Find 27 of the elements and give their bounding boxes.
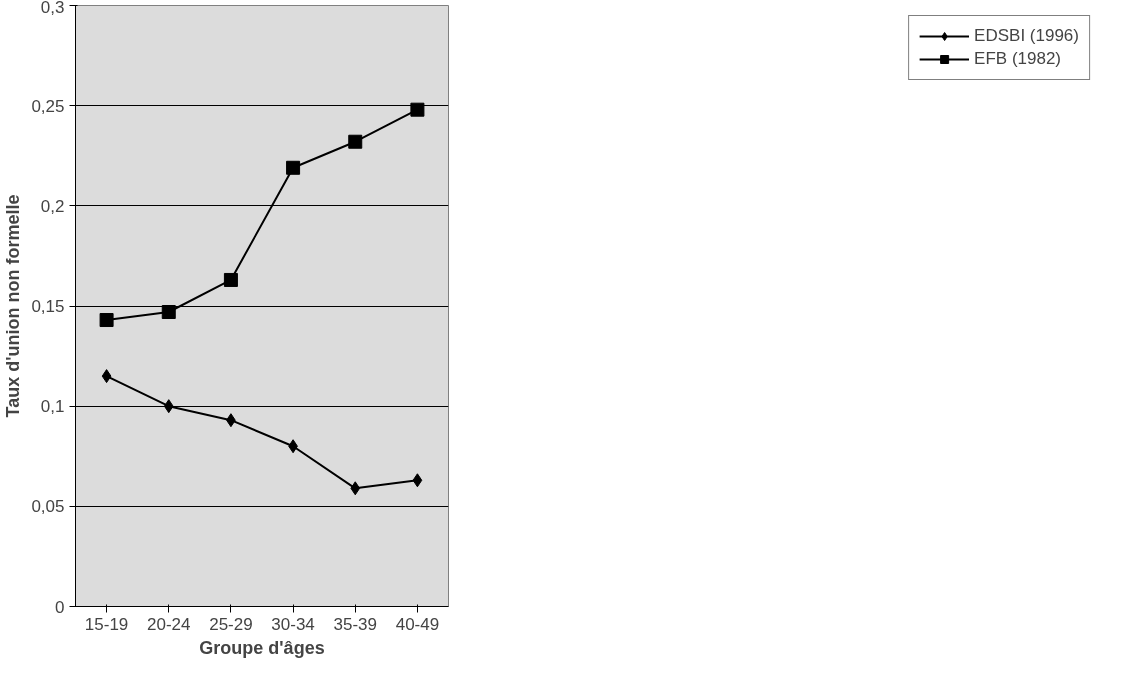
y-tick-label: 0,05 [31,497,65,517]
x-axis-title: Groupe d'âges [199,637,325,658]
x-tick-label: 40-49 [395,614,440,634]
y-tick-label: 0,1 [40,397,65,417]
point [163,399,174,414]
y-tick-label: 0,3 [40,0,65,17]
x-tick-label: 15-19 [84,614,129,634]
point [286,160,301,175]
x-tick-label: 35-39 [333,614,377,634]
y-tick-label: 0,2 [40,196,65,216]
y-tick-label: 0 [55,597,65,617]
y-tick-label: 0,25 [31,96,65,116]
point [223,272,238,287]
point [161,305,176,320]
point [410,102,425,117]
legend-label: EDSBI (1996) [974,26,1079,46]
y-tick-label: 0,15 [31,297,65,316]
point [99,313,114,328]
x-tick-label: 20-24 [147,614,191,634]
point [348,134,363,149]
y-axis-title: Taux d'union non formelle [3,194,24,418]
x-tick-label: 25-29 [209,614,253,634]
point [350,481,361,496]
point [412,473,423,488]
legend-label: EFB (1982) [974,49,1062,69]
point [101,369,112,384]
x-tick-label: 30-34 [271,614,315,634]
